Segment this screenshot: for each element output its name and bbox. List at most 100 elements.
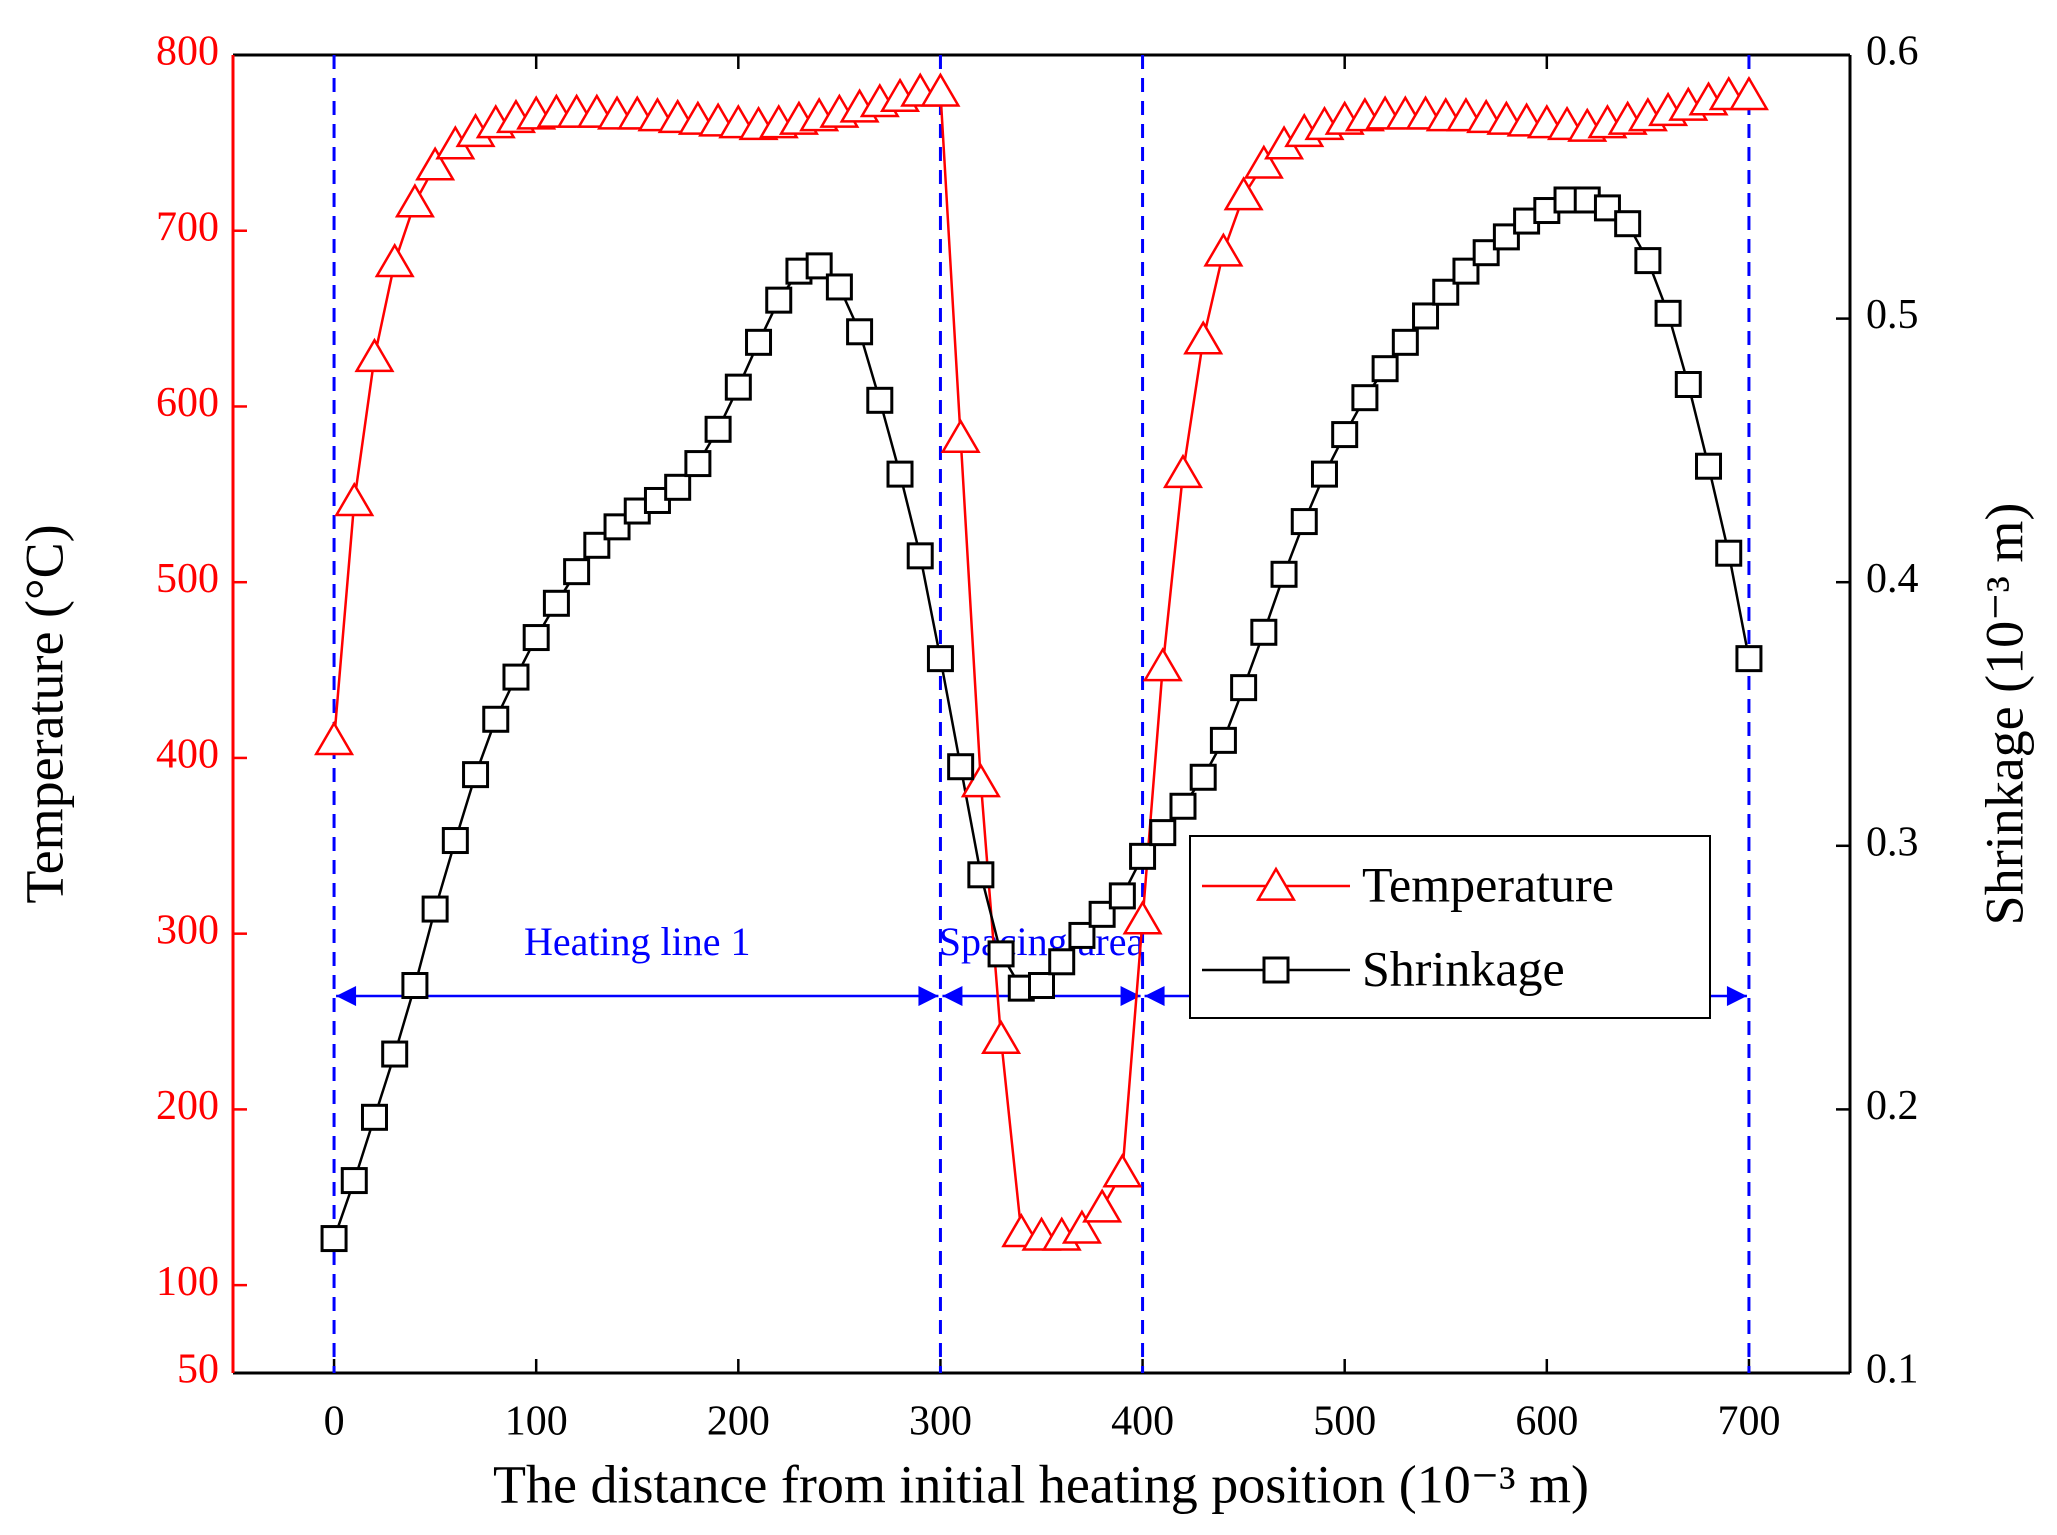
triangle-marker [1183, 320, 1224, 355]
x-axis-label: The distance from initial heating positi… [493, 1454, 1589, 1514]
square-marker [502, 663, 530, 691]
square-marker [320, 1225, 348, 1253]
x-tick-label: 300 [909, 1399, 972, 1445]
square-marker [522, 624, 550, 652]
square-marker [1290, 508, 1318, 536]
square-marker [1270, 560, 1298, 588]
x-tick-label: 500 [1313, 1399, 1376, 1445]
y-axis-label: Temperature (°C) [14, 524, 74, 903]
square-marker [1250, 618, 1278, 646]
square-marker [1169, 792, 1197, 820]
square-marker [1331, 421, 1359, 449]
square-marker [664, 473, 692, 501]
square-marker [947, 753, 975, 781]
x-tick-label: 700 [1717, 1399, 1780, 1445]
square-marker [421, 895, 449, 923]
square-marker [866, 386, 894, 414]
x-tick-label: 600 [1515, 1399, 1578, 1445]
square-marker [462, 761, 490, 789]
y-tick-label: 500 [156, 556, 219, 602]
x-tick-label: 400 [1111, 1399, 1174, 1445]
square-marker [1048, 948, 1076, 976]
square-marker [724, 373, 752, 401]
square-marker [1614, 210, 1642, 238]
legend-marker [1255, 866, 1297, 901]
triangle-marker [920, 72, 961, 107]
legend-box [1189, 835, 1711, 1019]
triangle-marker [1082, 1188, 1123, 1223]
square-marker [1391, 328, 1419, 356]
square-marker [482, 705, 510, 733]
triangle-marker [1162, 453, 1204, 489]
square-marker [1593, 194, 1621, 222]
x-tick-label: 0 [324, 1399, 345, 1445]
square-marker [1695, 452, 1723, 480]
y2-tick-label: 0.1 [1866, 1347, 1919, 1393]
triangle-marker [314, 720, 355, 756]
square-marker [381, 1040, 409, 1068]
square-marker [1735, 645, 1763, 673]
y2-axis-label: Shrinkage (10⁻³ m) [1974, 503, 2034, 926]
square-marker [987, 940, 1015, 968]
square-marker [765, 286, 793, 314]
square-marker [1371, 355, 1399, 383]
square-marker [1189, 763, 1217, 791]
square-marker [1351, 384, 1379, 412]
triangle-marker [354, 337, 395, 373]
annotation-text: Heating line 1 [524, 919, 751, 964]
y-tick-label: 600 [156, 380, 219, 426]
square-marker [1674, 371, 1702, 398]
square-marker [906, 542, 934, 570]
triangle-marker [1203, 232, 1244, 267]
square-marker [340, 1167, 368, 1195]
square-marker [745, 328, 773, 356]
square-marker [1028, 972, 1055, 1000]
square-marker [1129, 842, 1157, 870]
square-marker [542, 589, 570, 617]
square-marker [1230, 674, 1258, 702]
triangle-marker [374, 242, 415, 278]
square-marker [1533, 197, 1561, 225]
triangle-marker [940, 418, 981, 453]
x-tick-label: 100 [505, 1399, 568, 1445]
triangle-marker [1061, 1209, 1102, 1244]
triangle-marker [334, 481, 375, 517]
y-tick-label: 300 [156, 907, 219, 953]
square-marker [1654, 299, 1682, 327]
triangle-marker [981, 1019, 1022, 1054]
y-tick-label: 200 [156, 1083, 219, 1129]
square-marker [1412, 302, 1440, 330]
square-marker [360, 1103, 388, 1131]
y-tick-label: 400 [156, 732, 219, 778]
x-tick-label: 200 [707, 1399, 770, 1445]
square-marker [1715, 539, 1743, 567]
square-marker [583, 531, 611, 559]
square-marker [926, 645, 954, 673]
square-marker [1149, 819, 1177, 847]
square-marker [441, 827, 469, 855]
square-marker [704, 415, 732, 443]
square-marker [684, 450, 712, 478]
square-marker [401, 972, 429, 1000]
triangle-marker [1243, 144, 1284, 179]
y2-tick-label: 0.2 [1866, 1083, 1919, 1129]
y2-tick-label: 0.4 [1866, 556, 1919, 602]
square-marker [1634, 247, 1662, 275]
triangle-marker [1142, 647, 1183, 682]
triangle-marker [960, 763, 1001, 798]
y-tick-label: 50 [177, 1347, 219, 1393]
y2-tick-label: 0.3 [1866, 819, 1919, 865]
legend-marker [1262, 956, 1290, 984]
triangle-marker [1223, 176, 1264, 211]
y2-tick-label: 0.6 [1866, 29, 1919, 75]
triangle-marker [415, 146, 456, 181]
square-marker [1108, 882, 1136, 910]
y-tick-label: 100 [156, 1259, 219, 1305]
triangle-marker [1122, 900, 1163, 935]
triangle-marker [1102, 1153, 1143, 1188]
square-marker [846, 318, 874, 346]
square-marker [886, 460, 914, 488]
y-tick-label: 700 [156, 204, 219, 250]
